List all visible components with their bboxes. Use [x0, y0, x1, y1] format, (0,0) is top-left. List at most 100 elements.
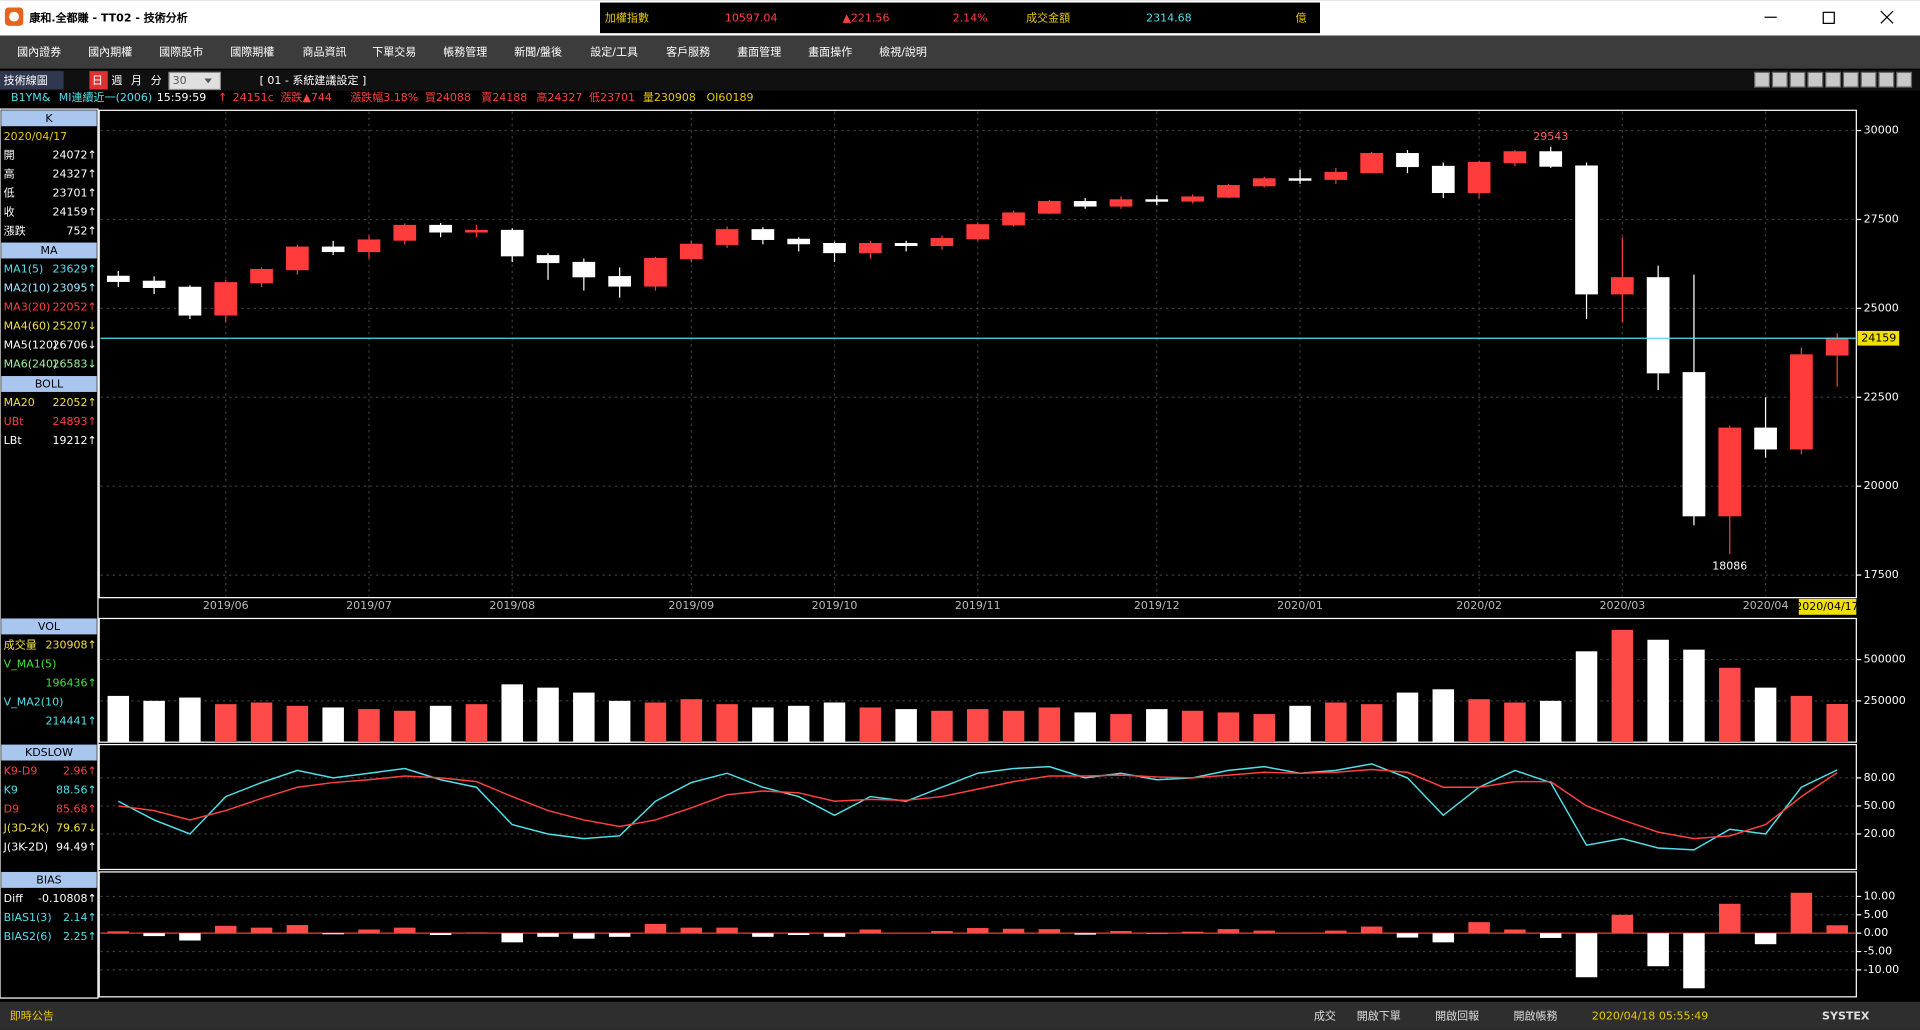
toolbar-title-bg: [0, 71, 64, 90]
menu-item[interactable]: 設定/工具: [590, 45, 638, 59]
last-date-label: 2020/04/17: [1795, 600, 1859, 613]
section-header: [1, 110, 97, 127]
info-value: 79.67↓: [56, 821, 97, 834]
info-value: 214441↑: [45, 714, 96, 727]
setting-label: [ 01 - 系統建議設定 ]: [260, 73, 367, 87]
quote-field: 買24088: [425, 91, 471, 104]
menu-item[interactable]: 畫面操作: [808, 45, 852, 59]
tool-icon[interactable]: [1825, 71, 1842, 88]
status-button[interactable]: 開啟下單: [1357, 1008, 1401, 1022]
info-label: MA1(5): [4, 262, 44, 275]
menu-item[interactable]: 國際股市: [159, 45, 203, 59]
y-tick-label: 20000: [1864, 479, 1899, 492]
close-button[interactable]: [1880, 10, 1894, 24]
menu-bar: [0, 35, 1920, 69]
quote-field: 漲跌幅3.18%: [350, 90, 418, 104]
tool-icon[interactable]: [1860, 71, 1877, 88]
section-title: KDSLOW: [25, 746, 73, 759]
bar: [1110, 930, 1132, 934]
bar: [752, 707, 774, 743]
period-button[interactable]: 分: [151, 74, 162, 87]
period-button[interactable]: 日: [92, 74, 103, 87]
indicator-line: [118, 768, 1838, 840]
bar: [1539, 700, 1562, 743]
tool-icon[interactable]: [1878, 71, 1895, 88]
bar: [1575, 933, 1598, 978]
info-value: 22052↑: [52, 396, 96, 409]
minutes-value[interactable]: 30: [173, 74, 187, 87]
bar: [644, 702, 667, 743]
info-label: MA4(60): [4, 319, 51, 332]
info-value: 2.25↑: [63, 930, 97, 943]
menu-item[interactable]: 帳務管理: [443, 45, 487, 59]
last-price-box: [1857, 330, 1900, 346]
bar: [1325, 702, 1347, 743]
bar: [1002, 928, 1025, 934]
tool-icon[interactable]: [1807, 71, 1824, 88]
candle-body: [357, 239, 381, 253]
candle-body: [1181, 196, 1204, 202]
bar: [358, 709, 380, 743]
section-title: BOLL: [35, 378, 64, 391]
tool-icon[interactable]: [1896, 71, 1913, 88]
tool-icon[interactable]: [1754, 71, 1770, 88]
candle-body: [1145, 199, 1169, 202]
menu-item[interactable]: 客戶服務: [666, 45, 710, 59]
info-value: 24159↑: [52, 206, 96, 219]
y-tick-label: 250000: [1864, 694, 1906, 707]
quote-field: 漲跌▲744: [280, 90, 332, 104]
menu-item[interactable]: 檢視/說明: [879, 45, 927, 59]
menu-item[interactable]: 國內期權: [88, 46, 132, 59]
quote-field: B1YM&: [11, 91, 51, 104]
bar: [1719, 667, 1741, 743]
info-value: 26706↓: [52, 338, 96, 351]
tool-icon[interactable]: [1842, 71, 1859, 88]
quote-field: 低23701: [589, 91, 635, 104]
menu-item[interactable]: 畫面管理: [737, 45, 781, 59]
quote-field: 量230908: [643, 91, 696, 104]
y-tick-label: 5.00: [1864, 908, 1889, 921]
info-value: 196436↑: [45, 676, 96, 689]
restore-button[interactable]: [1822, 11, 1835, 24]
bar: [608, 933, 631, 937]
menu-item[interactable]: 國內證券: [17, 45, 61, 59]
candle-body: [1467, 161, 1491, 194]
menu-item[interactable]: 下單交易: [372, 45, 416, 59]
y-tick-label: 25000: [1864, 301, 1899, 314]
candle-body: [1073, 201, 1097, 207]
period-button[interactable]: 週: [111, 74, 122, 87]
bar: [1754, 933, 1777, 945]
candle-body: [250, 268, 273, 284]
y-tick-label: -5.00: [1864, 945, 1893, 958]
candle-body: [142, 280, 166, 288]
x-tick-label: 2019/10: [812, 599, 858, 612]
toolbar-title: 技術線圖: [4, 73, 48, 87]
status-datetime: 2020/04/18 05:55:49: [1592, 1009, 1708, 1022]
tool-icon[interactable]: [1789, 71, 1806, 88]
candle-body: [1396, 153, 1419, 168]
minutes-dropdown[interactable]: [168, 71, 222, 91]
menu-item[interactable]: 商品資訊: [302, 45, 346, 59]
section-header: [1, 376, 97, 392]
info-value: 88.56↑: [56, 784, 97, 797]
status-button[interactable]: 開啟帳務: [1513, 1008, 1557, 1022]
notice-label[interactable]: 即時公告: [10, 1009, 54, 1022]
bar: [1611, 629, 1634, 743]
candle-body: [1324, 171, 1348, 180]
kd-frame: [98, 743, 1857, 871]
menu-item[interactable]: 新聞/盤後: [514, 45, 562, 59]
bar: [1683, 933, 1705, 989]
candle-body: [1431, 165, 1455, 194]
info-value: 94.49↑: [56, 840, 97, 853]
x-tick-label: 2019/09: [668, 599, 714, 612]
period-button[interactable]: 月: [131, 74, 142, 87]
bar: [573, 692, 595, 743]
tool-icon[interactable]: [1771, 71, 1788, 88]
menu-item[interactable]: 國際期權: [230, 46, 274, 59]
candle-body: [1109, 199, 1133, 207]
status-button[interactable]: 開啟回報: [1435, 1008, 1479, 1022]
status-button[interactable]: 成交: [1314, 1008, 1336, 1022]
x-tick-label: 2019/06: [203, 599, 249, 612]
bar: [1432, 689, 1455, 743]
